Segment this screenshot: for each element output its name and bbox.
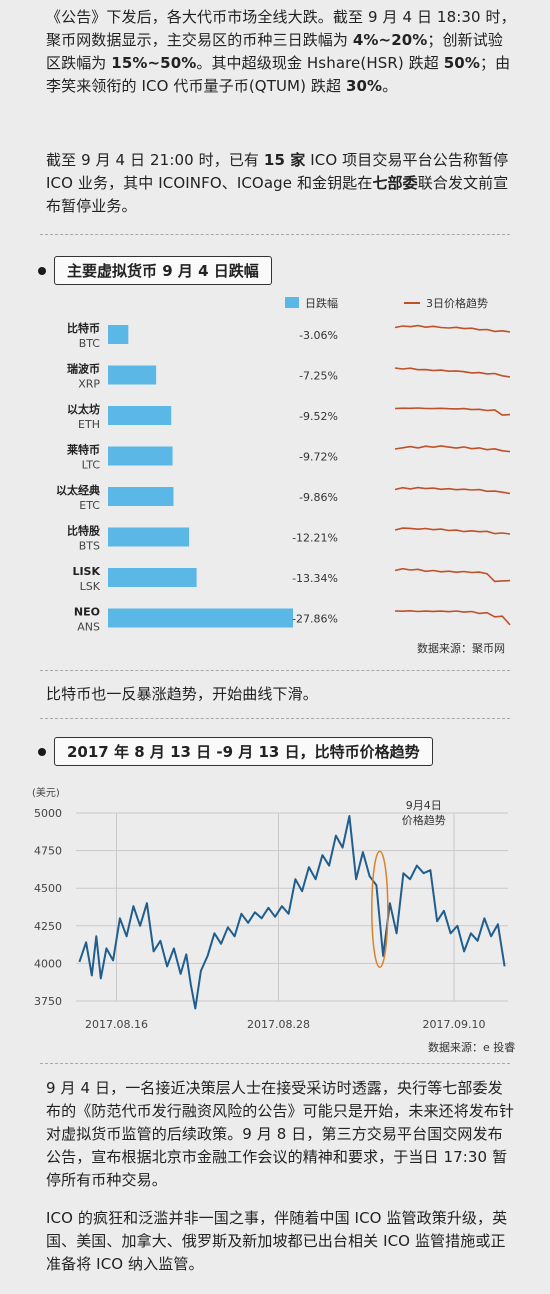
y-tick-label: 4250 [34, 920, 62, 933]
intro-text: 。 [382, 77, 398, 95]
bar [108, 487, 174, 506]
value-label: -12.21% [292, 532, 338, 545]
category-label-en: XRP [78, 378, 100, 391]
transition-text: 比特币也一反暴涨趋势，开始曲线下滑。 [46, 685, 318, 703]
bar-chart-source: 数据来源：聚币网 [417, 642, 505, 655]
trend-sparkline [394, 324, 511, 333]
x-tick-label: 2017.08.28 [247, 1018, 310, 1031]
value-label: -27.86% [292, 613, 338, 626]
trend-sparkline [394, 567, 511, 583]
category-label-en: ETH [78, 418, 100, 431]
trend-sparkline [394, 486, 511, 495]
intro-text: ；由李笑来领衔的 ICO 代币量子币(QTUM) 跌超 [46, 54, 511, 95]
category-label-cn: NEO [74, 606, 100, 619]
value-label: -9.52% [299, 410, 338, 423]
category-label-cn: 瑞波币 [67, 362, 100, 376]
category-label-en: BTC [79, 337, 101, 350]
value-label: -3.06% [299, 329, 338, 342]
bar [108, 527, 190, 547]
bar [108, 365, 157, 385]
section-title-drop-chart: 主要虚拟货币 9 月 4 日跌幅 [38, 256, 272, 285]
category-label-cn: 比特币 [67, 321, 100, 335]
intro-highlight: 30% [345, 77, 383, 95]
trend-sparkline [394, 609, 511, 626]
value-label: -9.72% [299, 451, 338, 464]
intro-text: 《公告》下发后，各大代币市场全线大跌。截至 9 月 4 日 18:30 时，聚币… [46, 8, 516, 49]
x-tick-label: 2017.09.10 [423, 1018, 486, 1031]
y-tick-label: 4000 [34, 957, 62, 970]
intro-highlight: 4%~20% [352, 31, 428, 49]
outro-paragraph-1: 9 月 4 日，一名接近决策层人士在接受采访时透露，央行等七部委发布的《防范代币… [46, 1079, 515, 1189]
annotation-label: 价格趋势 [402, 813, 446, 827]
x-tick-label: 2017.08.16 [85, 1018, 148, 1031]
intro-text: 联合发文前宣布暂停业务。 [46, 174, 509, 215]
legend-label-bar: 日跌幅 [305, 296, 338, 310]
category-label-en: BTS [79, 540, 100, 553]
category-label-en: LSK [80, 580, 101, 593]
trend-sparkline [394, 407, 511, 416]
chart-title: 主要虚拟货币 9 月 4 日跌幅 [54, 256, 272, 285]
bar-row: LISK LSK -13.34% [72, 565, 511, 593]
category-label-cn: 以太经典 [56, 483, 100, 497]
annotation-label: 9月4日 [406, 799, 442, 812]
bar-row: 莱特币 LTC -9.72% [67, 443, 511, 472]
bar-row: 比特股 BTS -12.21% [67, 524, 511, 553]
bar-row: NEO ANS -27.86% [74, 606, 511, 634]
intro-text: ICO 项目交易平台公告称暂停 ICO 业务，其中 ICOINFO、ICOage… [46, 151, 509, 192]
divider [40, 234, 510, 235]
trend-sparkline [394, 527, 511, 535]
bar-row: 瑞波币 XRP -7.25% [67, 362, 511, 391]
divider [40, 1063, 510, 1064]
legend-swatch-bar [285, 297, 299, 308]
y-axis-label: (美元) [32, 786, 60, 799]
bar [108, 568, 197, 587]
bar-row: 以太坊 ETH -9.52% [67, 402, 511, 431]
y-tick-label: 5000 [34, 807, 62, 820]
sept-4-highlight-ellipse [371, 850, 389, 969]
category-label-en: LTC [82, 459, 101, 472]
category-label-cn: 比特股 [67, 524, 101, 538]
y-tick-label: 3750 [34, 995, 62, 1008]
category-label-cn: 莱特币 [67, 443, 100, 457]
btc-price-line-chart: (美元) 3750 4000 4250 4500 4750 5000 2017.08.16 2… [32, 786, 508, 1031]
y-tick-label: 4500 [34, 882, 62, 895]
bar [108, 406, 172, 425]
intro-highlight: 七部委 [372, 174, 418, 192]
trend-sparkline [394, 367, 511, 378]
divider [40, 670, 510, 671]
bar-row: 以太经典 ETC -9.86% [56, 483, 511, 512]
intro-highlight: 50% [443, 54, 480, 72]
bullet-dot-icon [38, 266, 46, 275]
intro-text: 截至 9 月 4 日 21:00 时，已有 [46, 151, 264, 169]
value-label: -13.34% [292, 572, 338, 585]
intro-paragraph-2: 截至 9 月 4 日 21:00 时，已有 15 家 ICO 项目交易平台公告称… [46, 149, 516, 218]
btc-price-series-line [78, 815, 506, 1010]
divider [40, 718, 510, 719]
bar-row: 比特币 BTC -3.06% [67, 321, 511, 350]
category-label-cn: 以太坊 [67, 402, 100, 416]
category-label-en: ETC [79, 499, 100, 512]
intro-text: 。其中超级现金 Hshare(HSR) 跌超 [196, 54, 444, 72]
intro-text: ；创新试验区跌幅为 [46, 31, 503, 72]
section-title-price-chart: 2017 年 8 月 13 日 -9 月 13 日，比特币价格趋势 [38, 737, 433, 766]
bar [108, 608, 294, 628]
chart-legend: 日跌幅 3日价格趋势 [285, 296, 488, 310]
value-label: -7.25% [299, 370, 338, 383]
category-label-en: ANS [77, 621, 100, 634]
category-label-cn: LISK [72, 565, 100, 578]
outro-paragraph-2: ICO 的疯狂和泛滥并非一国之事，伴随着中国 ICO 监管政策升级，英国、美国、… [46, 1209, 508, 1273]
intro-highlight: 15%~50% [111, 54, 197, 72]
daily-drop-bar-chart: 日跌幅 3日价格趋势 比特币 BTC -3.06% 瑞波币 XRP -7.25% 以太坊 ET… [56, 296, 511, 634]
chart-title: 2017 年 8 月 13 日 -9 月 13 日，比特币价格趋势 [54, 737, 433, 766]
legend-label-line: 3日价格趋势 [426, 296, 488, 310]
trend-sparkline [394, 445, 511, 453]
bullet-dot-icon [38, 747, 46, 756]
intro-paragraph-1: 《公告》下发后，各大代币市场全线大跌。截至 9 月 4 日 18:30 时，聚币… [46, 6, 516, 98]
bar [108, 446, 173, 466]
line-chart-source: 数据来源：e 投睿 [428, 1041, 516, 1054]
bar [108, 325, 129, 344]
y-tick-label: 4750 [34, 845, 62, 858]
intro-highlight: 15 家 [263, 151, 306, 169]
value-label: -9.86% [299, 491, 338, 504]
